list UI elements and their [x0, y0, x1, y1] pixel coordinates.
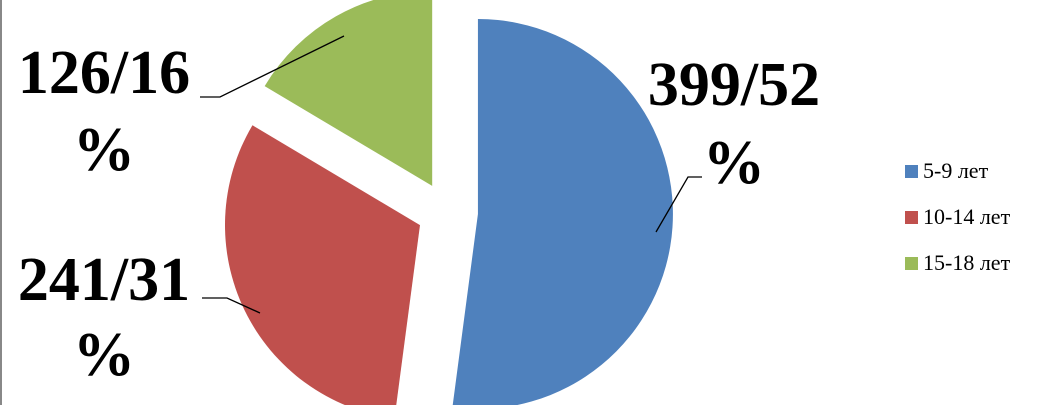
legend-swatch-3	[905, 257, 918, 270]
data-label-1-line-2: %	[703, 129, 765, 197]
leader-line-2	[202, 297, 261, 314]
data-label-2-line-2: %	[73, 321, 135, 389]
data-labels: 399/52% 241/31% 126/16%	[18, 39, 820, 389]
data-label-2-line-1: 241/31	[18, 246, 190, 314]
legend-label-3: 15-18 лет	[923, 250, 1011, 275]
data-label-3-line-1: 126/16	[18, 39, 190, 107]
legend: 5-9 лет 10-14 лет 15-18 лет	[905, 158, 1011, 275]
pie-slice-1	[452, 19, 673, 405]
pie-slice-2	[225, 125, 421, 405]
legend-label-2: 10-14 лет	[923, 204, 1011, 229]
legend-swatch-1	[905, 165, 918, 178]
leader-line-1	[655, 176, 702, 233]
pie-slice-3	[264, 0, 433, 186]
pie-slices	[225, 0, 673, 405]
leader-line-3	[200, 35, 345, 98]
data-label-3-line-2: %	[73, 116, 135, 184]
leader-lines	[200, 35, 702, 314]
legend-label-1: 5-9 лет	[923, 158, 989, 183]
legend-swatch-2	[905, 211, 918, 224]
data-label-1-line-1: 399/52	[648, 51, 820, 119]
